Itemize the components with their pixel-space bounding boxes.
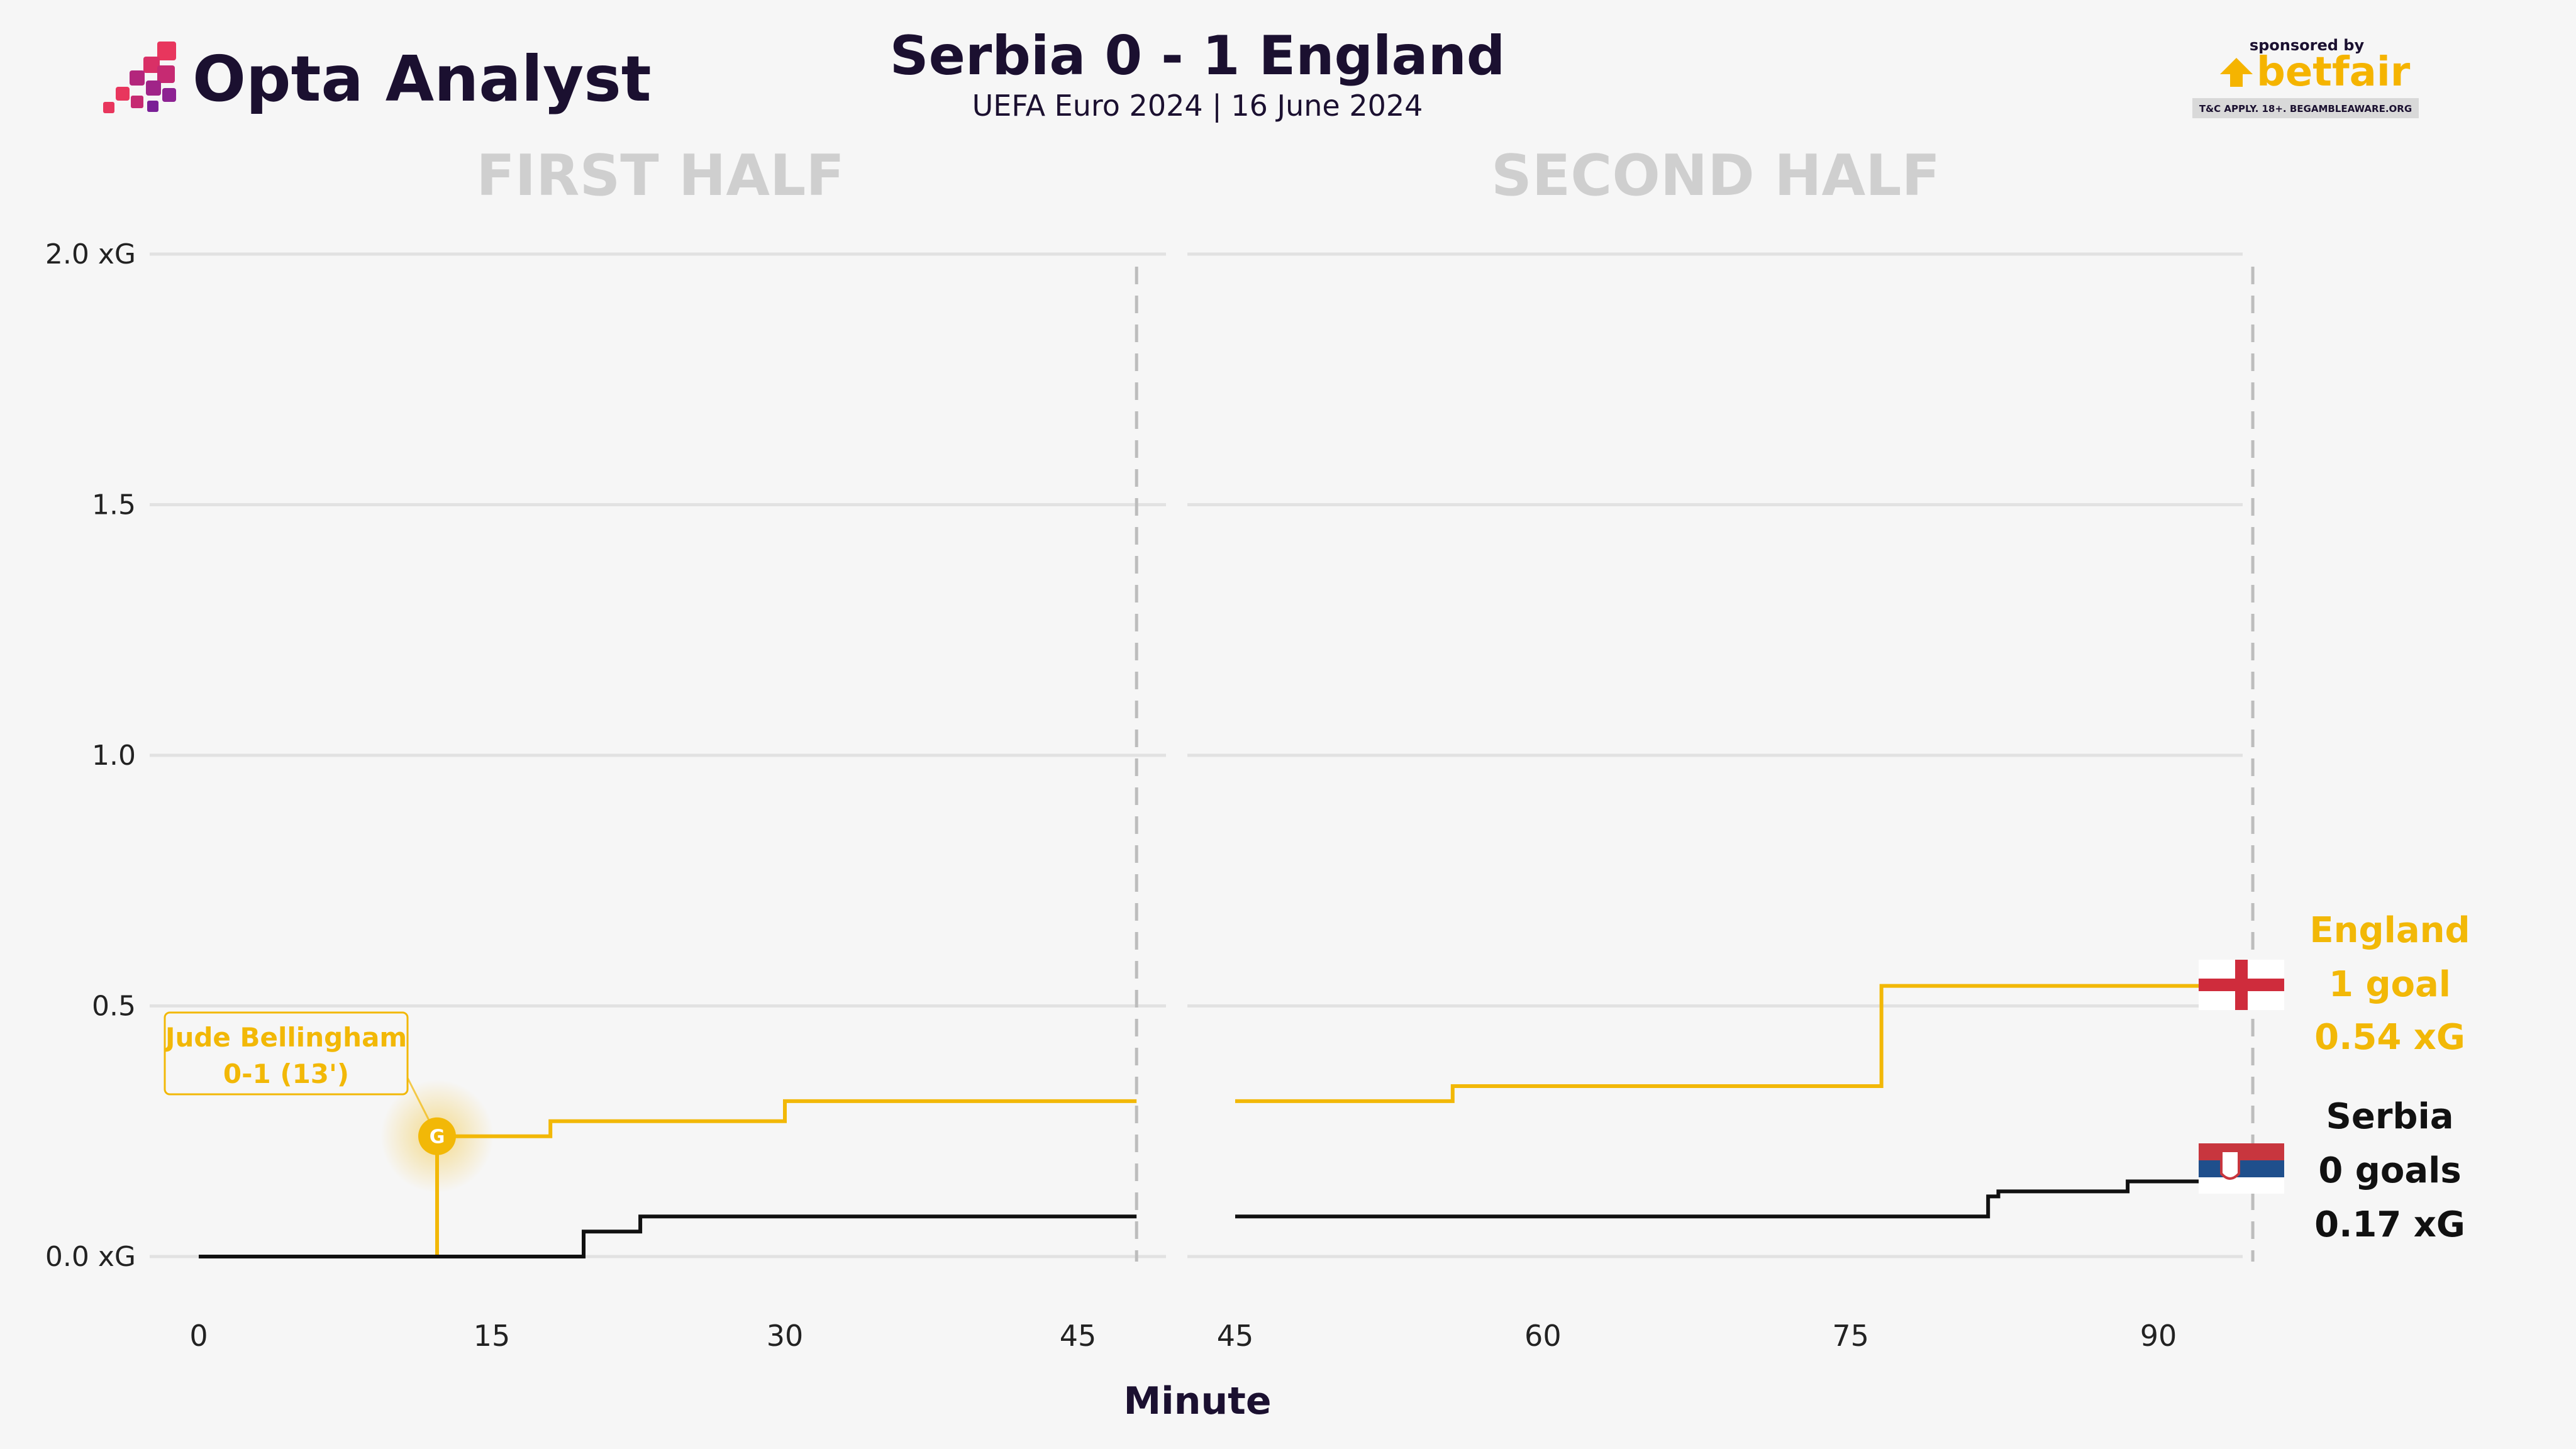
y-tick-label: 0.0 xG	[45, 1241, 136, 1273]
first-half-title: FIRST HALF	[476, 143, 845, 209]
y-tick-label: 1.0	[92, 740, 136, 772]
england-flag-icon	[2199, 960, 2284, 1010]
serbia-xg-label: 0.17 xG	[2314, 1204, 2465, 1245]
y-tick-label: 2.0 xG	[45, 238, 136, 270]
chart-subtitle: UEFA Euro 2024 | 16 June 2024	[972, 89, 1423, 123]
chart-title: Serbia 0 - 1 England	[890, 25, 1506, 87]
y-tick-label: 1.5	[92, 489, 136, 521]
betfair-sponsor-logo: sponsored by betfair T&C APPLY. 18+. BEG…	[2192, 36, 2419, 118]
england-goals-label: 1 goal	[2329, 964, 2451, 1005]
sponsor-label: sponsored by	[2250, 36, 2365, 54]
england-team-label: England	[2309, 910, 2470, 951]
x-axis-tick-labels: 0 15 30 45 45 60 75 90	[189, 1319, 2177, 1353]
serbia-goals-label: 0 goals	[2318, 1150, 2461, 1191]
x-tick-label: 75	[1832, 1319, 1869, 1353]
betfair-arrow-icon	[2220, 58, 2253, 87]
x-axis-label: Minute	[1123, 1379, 1271, 1423]
goal-annotation: Jude Bellingham 0-1 (13') G	[164, 1011, 494, 1193]
x-tick-label: 0	[189, 1319, 208, 1353]
england-second-half-xg-line	[1235, 984, 2253, 1103]
series-lines	[199, 984, 2253, 1258]
x-tick-label: 90	[2140, 1319, 2177, 1353]
sponsor-disclaimer: T&C APPLY. 18+. BEGAMBLEAWARE.ORG	[2199, 103, 2412, 114]
serbia-flag-icon	[2199, 1143, 2284, 1194]
x-tick-label: 45	[1217, 1319, 1254, 1353]
england-xg-label: 0.54 xG	[2314, 1017, 2465, 1058]
brand-name: Opta Analyst	[192, 42, 652, 116]
y-tick-label: 0.5	[92, 991, 136, 1023]
sponsor-name: betfair	[2257, 49, 2411, 96]
x-tick-label: 30	[767, 1319, 804, 1353]
gridlines	[150, 252, 2243, 1258]
serbia-first-half-xg-line	[199, 1214, 1137, 1258]
goal-scorer-name: Jude Bellingham	[164, 1022, 407, 1053]
england-first-half-xg-line	[199, 1099, 1137, 1258]
x-tick-label: 60	[1524, 1319, 1562, 1353]
goal-annotation-box	[164, 1011, 409, 1096]
opta-logo-icon	[103, 42, 176, 113]
opta-analyst-logo: Opta Analyst	[103, 42, 652, 116]
y-axis-tick-labels: 0.0 xG 0.5 1.0 1.5 2.0 xG	[45, 238, 136, 1273]
x-tick-label: 45	[1060, 1319, 1097, 1353]
serbia-second-half-xg-line	[1235, 1169, 2253, 1219]
second-half-title: SECOND HALF	[1491, 143, 1940, 209]
sponsor-disclaimer-bar	[2192, 98, 2419, 118]
half-end-lines	[1135, 267, 2255, 1262]
goal-marker	[418, 1117, 457, 1155]
serbia-team-label: Serbia	[2326, 1096, 2454, 1137]
goal-score-text: 0-1 (13')	[223, 1058, 349, 1089]
x-tick-label: 15	[474, 1319, 511, 1353]
goal-marker-label: G	[430, 1126, 445, 1148]
